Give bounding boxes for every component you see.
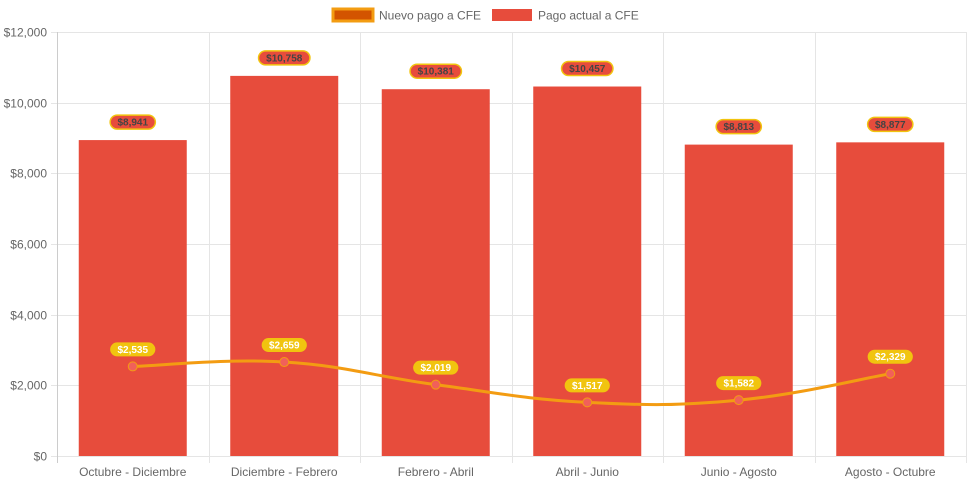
y-tick-label: $10,000 <box>4 97 48 111</box>
point-nuevo-pago[interactable] <box>430 379 441 390</box>
legend-label-nuevo-pago[interactable]: Nuevo pago a CFE <box>379 9 481 23</box>
data-label-nuevo-pago-bg <box>261 338 307 353</box>
bar-pago-actual[interactable] <box>230 75 339 456</box>
x-tick-label: Abril - Junio <box>556 465 620 479</box>
point-nuevo-pago[interactable] <box>279 357 290 368</box>
x-tick-label: Octubre - Diciembre <box>79 465 187 479</box>
legend-swatch-pago-actual[interactable] <box>492 9 532 21</box>
data-labels-layer: $8,941 $10,758 $10,381 $10,457 $8,813 $8,877 $… <box>109 50 914 393</box>
data-label-nuevo-pago: $2,329 <box>875 352 906 363</box>
data-label-nuevo-pago-bg <box>110 342 156 357</box>
x-tick-label: Diciembre - Febrero <box>231 465 338 479</box>
data-label-pago-actual-bg <box>257 50 311 66</box>
legend: Nuevo pago a CFE Pago actual a CFE <box>331 7 639 23</box>
data-label-pago-actual: $8,941 <box>117 118 148 129</box>
data-label-nuevo-pago: $2,659 <box>269 341 300 352</box>
data-label-pago-actual-bg <box>409 63 463 79</box>
line-layer <box>127 357 896 408</box>
data-label-pago-actual: $8,813 <box>723 122 754 133</box>
data-label-pago-actual-bg <box>109 114 157 130</box>
data-label-nuevo-pago: $1,517 <box>572 381 603 392</box>
point-nuevo-pago[interactable] <box>127 361 138 372</box>
data-label-nuevo-pago-bg <box>564 378 610 393</box>
bar-pago-actual[interactable] <box>533 86 642 456</box>
point-nuevo-pago[interactable] <box>582 397 593 408</box>
data-label-pago-actual: $10,758 <box>266 53 303 64</box>
line-nuevo-pago <box>132 359 891 407</box>
data-label-pago-actual-bg <box>866 116 914 133</box>
y-tick-label: $2,000 <box>10 379 47 393</box>
point-nuevo-pago[interactable] <box>885 368 896 379</box>
data-label-pago-actual: $10,381 <box>418 67 455 78</box>
y-tick-label: $6,000 <box>10 238 47 252</box>
data-label-pago-actual: $8,877 <box>875 120 906 131</box>
point-nuevo-pago[interactable] <box>733 395 744 406</box>
data-label-nuevo-pago-bg <box>867 349 913 364</box>
data-label-nuevo-pago: $2,535 <box>117 345 148 356</box>
y-tick-label: $12,000 <box>4 26 48 40</box>
axis-layer: $0 $2,000 $4,000 $6,000 $8,000 $10,000 $12,000… <box>4 26 936 480</box>
data-label-nuevo-pago-bg <box>413 360 459 375</box>
x-tick-label: Agosto - Octubre <box>845 465 936 479</box>
data-label-nuevo-pago-bg <box>716 376 762 391</box>
bar-pago-actual[interactable] <box>381 89 490 457</box>
bars-layer <box>78 75 945 457</box>
bar-pago-actual[interactable] <box>836 142 945 456</box>
data-label-pago-actual-bg <box>715 118 763 135</box>
data-label-pago-actual-bg <box>560 60 614 77</box>
x-tick-label: Febrero - Abril <box>398 465 474 479</box>
legend-label-pago-actual[interactable]: Pago actual a CFE <box>538 9 639 23</box>
grid-layer <box>51 32 967 463</box>
data-label-pago-actual: $10,457 <box>569 64 606 75</box>
bar-pago-actual[interactable] <box>684 144 793 456</box>
y-tick-label: $4,000 <box>10 309 47 323</box>
bar-pago-actual[interactable] <box>78 140 187 457</box>
y-tick-label: $0 <box>34 450 48 464</box>
data-label-nuevo-pago: $1,582 <box>723 379 754 390</box>
x-tick-label: Junio - Agosto <box>701 465 777 479</box>
y-tick-label: $8,000 <box>10 167 47 181</box>
legend-swatch-nuevo-pago[interactable] <box>331 7 375 23</box>
data-label-nuevo-pago: $2,019 <box>420 363 451 374</box>
